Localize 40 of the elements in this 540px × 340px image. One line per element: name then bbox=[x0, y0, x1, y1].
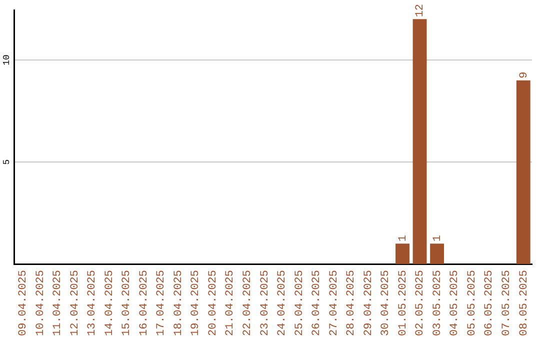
y-tick-label: 5 bbox=[2, 159, 12, 165]
x-tick-label: 29.04.2025 bbox=[362, 270, 375, 336]
data-label: 12 bbox=[414, 4, 427, 18]
x-tick-label: 20.04.2025 bbox=[207, 270, 220, 336]
x-tick-label: 25.04.2025 bbox=[294, 270, 306, 336]
x-tick-label: 03.05.2025 bbox=[432, 270, 444, 336]
x-tick-label: 15.04.2025 bbox=[121, 270, 134, 336]
x-tick-label: 26.04.2025 bbox=[311, 270, 324, 336]
x-tick-label: 05.05.2025 bbox=[466, 270, 478, 336]
x-tick-label: 18.04.2025 bbox=[172, 270, 185, 336]
x-tick-label: 08.05.2025 bbox=[518, 270, 530, 336]
x-tick-label: 16.04.2025 bbox=[138, 270, 150, 336]
x-tick-label: 06.05.2025 bbox=[484, 270, 496, 336]
data-label: 1 bbox=[397, 234, 410, 242]
x-tick-label: 04.05.2025 bbox=[449, 270, 462, 336]
bar bbox=[412, 19, 427, 264]
bar bbox=[516, 80, 530, 264]
x-tick-label: 27.04.2025 bbox=[328, 270, 340, 336]
data-label: 1 bbox=[432, 234, 444, 242]
x-tick-label: 10.04.2025 bbox=[34, 270, 47, 336]
x-tick-label: 02.05.2025 bbox=[414, 270, 427, 336]
x-tick-label: 13.04.2025 bbox=[86, 270, 99, 336]
data-label: 9 bbox=[518, 72, 530, 78]
x-tick-label: 17.04.2025 bbox=[156, 270, 168, 336]
x-tick-label: 01.05.2025 bbox=[397, 270, 410, 336]
x-tick-label: 22.04.2025 bbox=[242, 270, 254, 336]
bar bbox=[430, 244, 444, 264]
bar bbox=[396, 244, 410, 264]
x-tick-label: 24.04.2025 bbox=[276, 270, 289, 336]
x-tick-label: 28.04.2025 bbox=[346, 270, 358, 336]
x-tick-label: 07.05.2025 bbox=[501, 270, 514, 336]
y-tick-label: 10 bbox=[2, 54, 12, 66]
x-tick-label: 19.04.2025 bbox=[190, 270, 202, 336]
x-tick-label: 11.04.2025 bbox=[52, 270, 64, 336]
x-tick-label: 12.04.2025 bbox=[69, 270, 82, 336]
x-tick-label: 21.04.2025 bbox=[224, 270, 237, 336]
x-tick-label: 14.04.2025 bbox=[104, 270, 116, 336]
x-tick-label: 23.04.2025 bbox=[259, 270, 272, 336]
x-tick-label: 09.04.2025 bbox=[18, 270, 30, 336]
x-tick-label: 30.04.2025 bbox=[380, 270, 392, 336]
